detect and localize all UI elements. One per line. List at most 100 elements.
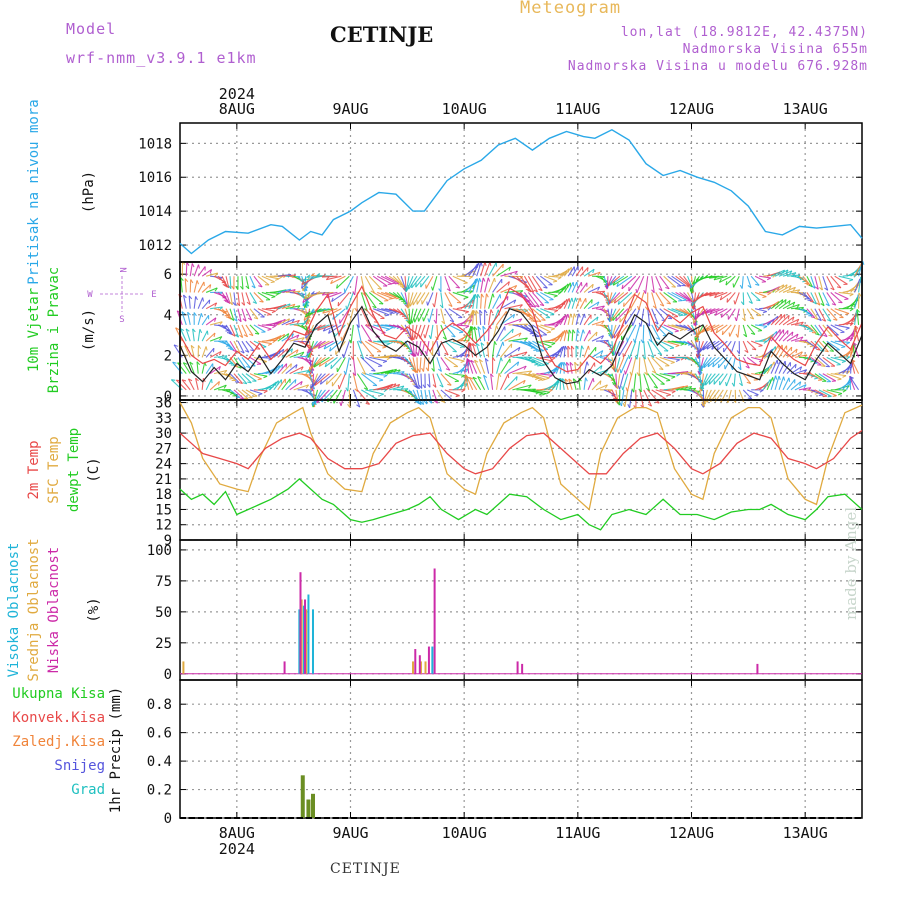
wind-barb-head bbox=[527, 289, 532, 293]
wind-barb bbox=[420, 275, 430, 288]
wind-barb bbox=[364, 340, 382, 353]
wind-barb bbox=[185, 328, 191, 342]
bottom-year-label: 2024 bbox=[219, 840, 255, 858]
wind-barb bbox=[697, 340, 708, 356]
wind-barb-head bbox=[428, 400, 432, 404]
wind-barb bbox=[651, 357, 664, 370]
wind-barb bbox=[655, 308, 666, 322]
wind-barb bbox=[563, 313, 569, 326]
wind-barb bbox=[225, 389, 237, 397]
wind-barb bbox=[782, 272, 797, 277]
wind-barb bbox=[480, 277, 484, 293]
wind-barb bbox=[758, 381, 769, 391]
wind-barb bbox=[249, 373, 262, 380]
wind-barb-head bbox=[422, 317, 425, 322]
wind-barb bbox=[285, 379, 297, 391]
wind-barb bbox=[213, 369, 227, 375]
wind-barb bbox=[404, 276, 407, 292]
wind-barb-head bbox=[596, 301, 600, 306]
wind-barb-head bbox=[245, 350, 250, 353]
wind-barb bbox=[762, 333, 774, 342]
wind-barb bbox=[408, 324, 413, 341]
wind-barb bbox=[344, 275, 354, 293]
wind-barb bbox=[575, 313, 580, 326]
wind-barb-head bbox=[775, 375, 778, 380]
wind-barb-head bbox=[300, 381, 303, 386]
wind-barb-head bbox=[180, 328, 185, 332]
wind-barb bbox=[535, 275, 548, 289]
wind-barb bbox=[376, 275, 393, 285]
wind-barb bbox=[400, 292, 409, 307]
wind-barb bbox=[778, 314, 790, 326]
wind-barb bbox=[364, 292, 377, 309]
wind-barb-head bbox=[460, 360, 465, 363]
wind-barb bbox=[630, 357, 637, 376]
wind-barb bbox=[273, 364, 284, 374]
wind-barb-head bbox=[523, 295, 528, 299]
wind-barb bbox=[323, 340, 338, 350]
wind-barb-head bbox=[430, 286, 434, 291]
wind-barb bbox=[617, 357, 625, 373]
wind-barb bbox=[377, 308, 394, 314]
wind-barb bbox=[423, 308, 430, 322]
wind-barb bbox=[245, 324, 254, 336]
wind-barb bbox=[448, 373, 465, 376]
product-title: Meteogram bbox=[520, 0, 622, 18]
wind-barb bbox=[311, 308, 330, 313]
wind-barb bbox=[196, 361, 199, 374]
wind-barb-head bbox=[538, 393, 543, 396]
wind-barb bbox=[559, 330, 566, 342]
wind-barb bbox=[671, 385, 688, 391]
wind-barb bbox=[466, 376, 474, 391]
wind-barb bbox=[810, 324, 820, 336]
wind-barb bbox=[725, 275, 736, 286]
wind-barb-head bbox=[554, 324, 559, 328]
wind-barb-head bbox=[372, 305, 377, 309]
wind-barb bbox=[519, 275, 532, 293]
wind-barb bbox=[535, 292, 550, 304]
wind-barb-head bbox=[438, 288, 442, 293]
wind-barb-head bbox=[243, 334, 248, 338]
wind-barb-head bbox=[447, 383, 452, 386]
wind-barb bbox=[571, 297, 577, 309]
wind-barb-head bbox=[576, 281, 579, 287]
wind-barb-head bbox=[307, 348, 310, 354]
wind-barb-head bbox=[420, 401, 424, 405]
wind-barb-head bbox=[708, 380, 711, 385]
wind-barb-head bbox=[557, 321, 562, 325]
wind-frame-top bbox=[179, 261, 863, 401]
wind-barb bbox=[611, 373, 617, 387]
wind-barb bbox=[372, 291, 389, 302]
wind-barb bbox=[849, 376, 860, 391]
wind-barb bbox=[316, 389, 330, 404]
wind-barb-head bbox=[703, 363, 706, 368]
wind-barb-head bbox=[842, 389, 847, 393]
wind-barb-head bbox=[281, 364, 284, 369]
wind-barb bbox=[384, 275, 400, 284]
wind-barb bbox=[567, 313, 572, 326]
wind-barb-head bbox=[666, 302, 671, 305]
wind-barb-head bbox=[679, 314, 684, 317]
wind-barb-head bbox=[213, 317, 217, 322]
wind-barb-head bbox=[674, 330, 679, 333]
wind-barb-head bbox=[836, 286, 842, 289]
wind-barb bbox=[241, 324, 248, 338]
wind-barb bbox=[826, 389, 843, 395]
wind-barb bbox=[368, 275, 383, 290]
wind-barb bbox=[802, 292, 812, 302]
wind-barb-head bbox=[330, 279, 334, 284]
wind-barb-head bbox=[854, 325, 859, 329]
wind-barb-head bbox=[732, 283, 735, 288]
wind-barb-head bbox=[502, 341, 505, 346]
wind-barb-head bbox=[788, 285, 792, 290]
wind-barb bbox=[643, 357, 648, 376]
wind-barb-head bbox=[607, 282, 610, 287]
wind-barb bbox=[737, 324, 740, 338]
wind-barb bbox=[466, 358, 470, 374]
wind-barb bbox=[555, 300, 566, 310]
wind-barb-head bbox=[195, 296, 198, 301]
wind-barb bbox=[742, 389, 753, 400]
wind-barb-head bbox=[230, 364, 235, 366]
wind-barb-head bbox=[652, 305, 657, 309]
wind-barb-head bbox=[529, 290, 535, 293]
